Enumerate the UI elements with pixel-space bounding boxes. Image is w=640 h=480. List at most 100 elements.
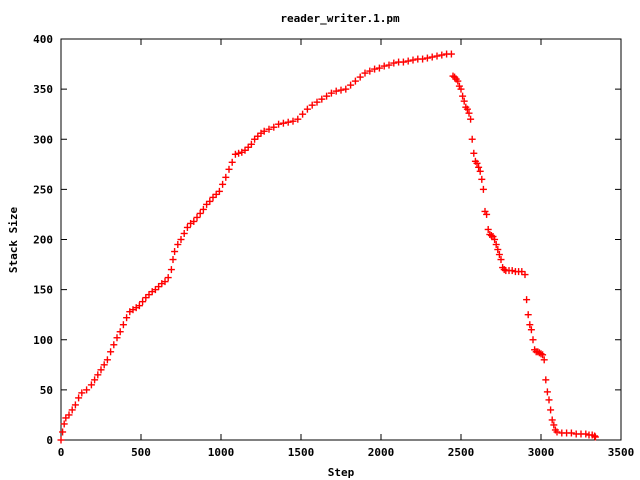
data-point [113,334,121,342]
data-point [366,67,374,75]
data-point [540,356,548,364]
data-point [463,105,471,113]
data-point [347,81,355,89]
data-point [247,140,255,148]
data-point [180,229,188,237]
x-tick-label: 1500 [288,446,315,459]
data-point [167,266,175,274]
data-point [409,56,417,64]
data-point [75,394,83,402]
data-point [199,205,207,213]
data-point [68,406,76,414]
data-point [308,101,316,109]
data-point [521,271,529,279]
y-tick-label: 0 [46,434,53,447]
data-point [177,236,185,243]
data-point [225,165,233,173]
data-point [454,77,462,85]
data-point [323,92,331,100]
data-point [459,92,467,100]
data-point [543,388,551,396]
data-point [313,98,321,106]
data-point [260,127,268,135]
data-point [174,241,182,249]
data-point [457,85,465,93]
data-point [542,376,550,384]
data-point [110,341,118,349]
data-point [487,231,495,239]
x-tick-label: 500 [131,446,151,459]
data-point [215,187,223,195]
data-point [539,351,547,359]
data-point [279,119,287,127]
y-axis-label: Stack Size [7,207,20,274]
data-point [428,53,436,61]
data-point [470,149,478,157]
data-point [497,256,505,264]
data-point [553,428,561,436]
data-point [484,225,492,233]
data-point [169,256,177,264]
x-tick-label: 0 [58,446,65,459]
data-point [71,401,79,409]
chart-title: reader_writer.1.pm [280,12,400,25]
data-point [550,421,558,429]
data-point [375,64,383,72]
data-point [235,149,243,157]
data-point [351,77,359,85]
data-point [419,55,427,63]
data-point [332,87,340,95]
data-point [508,267,516,275]
data-point [116,328,124,336]
data-point [171,248,179,256]
y-tick-label: 100 [33,334,53,347]
data-point [385,61,393,69]
data-point [119,321,127,329]
data-point [190,217,198,225]
data-point [526,321,534,329]
data-point [460,97,468,105]
data-point [91,376,99,384]
data-point [468,135,476,143]
data-point [545,396,553,404]
data-point [591,432,599,440]
data-point [183,223,191,231]
data-point [423,54,431,62]
data-point [478,175,486,183]
x-axis-label: Step [328,466,355,479]
data-point [371,65,379,73]
data-point [361,69,369,77]
plot-frame [60,38,622,441]
data-point [318,95,326,103]
y-tick-label: 200 [33,234,53,247]
data-point [547,406,555,414]
data-point [527,326,535,334]
x-tick-label: 3000 [528,446,555,459]
data-point [523,296,531,304]
data-point [327,89,335,97]
data-point [582,430,590,438]
y-tick-label: 350 [33,83,53,96]
data-point [100,361,108,369]
data-point [476,167,484,175]
data-point [337,86,345,94]
data-point [193,213,201,221]
x-tick-label: 3500 [608,446,635,459]
data-point [299,110,307,118]
x-tick-label: 2000 [368,446,395,459]
y-tick-label: 50 [40,384,53,397]
data-point [475,163,483,171]
data-point [467,115,475,123]
data-point [294,115,302,123]
data-point [103,356,111,364]
data-point [219,180,227,188]
data-point [447,50,455,58]
data-point [270,123,278,131]
data-point [196,209,204,217]
data-point [356,73,364,81]
y-tick-label: 250 [33,183,53,196]
data-point [228,158,236,166]
x-tick-label: 2500 [448,446,475,459]
data-point [473,159,481,167]
data-point [231,150,239,158]
